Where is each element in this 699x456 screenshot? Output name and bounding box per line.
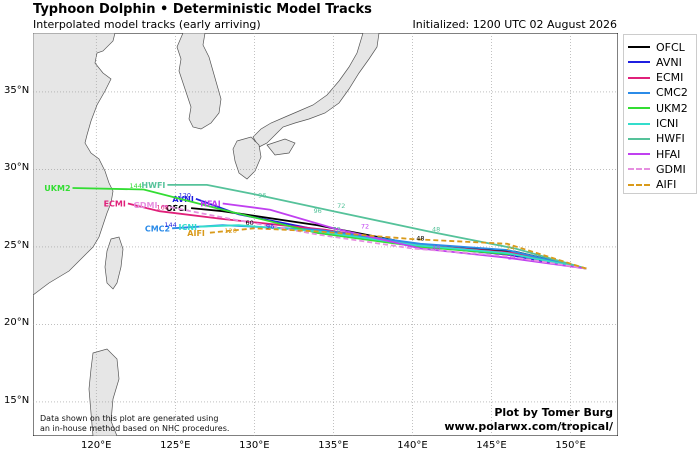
legend-label: UKM2 — [656, 101, 688, 115]
track-label-ukm2: UKM2 — [44, 184, 70, 193]
lon-tick-label: 140°E — [397, 440, 428, 451]
track-hwfi — [167, 183, 587, 270]
track-label-ofcl: OFCL — [166, 204, 189, 213]
legend-item: AVNI — [628, 53, 682, 71]
legend-label: HFAI — [656, 147, 681, 161]
forecast-hour-label: 120 — [179, 191, 191, 199]
forecast-hour-label: 72 — [337, 202, 345, 210]
legend-label: CMC2 — [656, 86, 688, 100]
credit-url: www.polarwx.com/tropical/ — [444, 420, 613, 433]
forecast-hour-label: 24 — [508, 253, 516, 261]
taiwan-land — [104, 236, 124, 290]
forecast-hour-label: 144 — [164, 221, 176, 229]
legend-label: AVNI — [656, 55, 682, 69]
legend: OFCL AVNI ECMI CMC2 UKM2 ICNI HWFI HFAI GDMI AIFI — [623, 34, 697, 194]
forecast-hour-label: 96 — [258, 191, 266, 199]
track-icni — [198, 224, 587, 270]
forecast-hour-label: 120 — [224, 227, 236, 235]
track-label-aifi: AIFI — [187, 229, 205, 238]
legend-label: GDMI — [656, 162, 686, 176]
track-map: OFCLAVNIECMICMC2UKM2ICNIHWFIHFAIGDMIAIFI… — [33, 33, 618, 436]
track-hfai — [222, 202, 587, 270]
legend-swatch — [628, 107, 650, 110]
forecast-hour-label: 72 — [361, 222, 369, 230]
chart-title: Typhoon Dolphin • Deterministic Model Tr… — [33, 2, 372, 17]
legend-item: ECMI — [628, 69, 683, 87]
forecast-hour-label: 48 — [432, 244, 440, 252]
track-label-icni: ICNI — [178, 223, 197, 232]
legend-item: CMC2 — [628, 84, 688, 102]
lat-tick-label: 15°N — [4, 394, 30, 406]
forecast-hour-label: 48 — [432, 225, 440, 233]
forecast-hour-label: 48 — [416, 235, 424, 243]
legend-item: OFCL — [628, 38, 685, 56]
track-label-hwfi: HWFI — [141, 181, 165, 190]
lon-tick-label: 150°E — [555, 440, 586, 451]
legend-swatch — [628, 122, 650, 125]
lat-tick-label: 25°N — [4, 239, 30, 251]
legend-item: HWFI — [628, 130, 685, 148]
japan-land — [252, 33, 380, 148]
legend-swatch — [628, 137, 650, 140]
legend-label: ECMI — [656, 71, 684, 85]
legend-swatch — [628, 168, 650, 171]
legend-item: AIFI — [628, 176, 676, 194]
lon-tick-label: 120°E — [81, 440, 112, 451]
lon-tick-label: 130°E — [239, 440, 270, 451]
kyushu-land — [232, 136, 262, 180]
legend-swatch — [628, 61, 650, 64]
track-label-ecmi: ECMI — [104, 200, 126, 209]
lon-tick-label: 125°E — [160, 440, 191, 451]
china-land — [33, 33, 116, 296]
legend-label: OFCL — [656, 40, 685, 54]
credit-name: Plot by Tomer Burg — [494, 406, 613, 419]
forecast-hour-label: 72 — [332, 225, 340, 233]
init-time: Initialized: 1200 UTC 02 August 2026 — [412, 18, 618, 31]
legend-label: AIFI — [656, 178, 677, 192]
legend-item: GDMI — [628, 160, 686, 178]
forecast-hour-label: 96 — [266, 222, 274, 230]
shikoku-land — [266, 138, 296, 156]
note-line-2: an in-house method based on NHC procedur… — [40, 424, 230, 433]
korea-land — [176, 33, 222, 130]
legend-swatch — [628, 183, 650, 186]
chart-subtitle: Interpolated model tracks (early arrivin… — [33, 18, 261, 31]
forecast-hour-label: 24 — [506, 244, 514, 252]
forecast-hour-label: 96 — [313, 207, 321, 215]
track-label-hfai: HFAI — [200, 200, 220, 209]
track-label-gdmi: GDMI — [133, 201, 157, 210]
lat-tick-label: 20°N — [4, 317, 30, 329]
lon-tick-label: 145°E — [476, 440, 507, 451]
legend-swatch — [628, 76, 650, 79]
land-masses — [33, 33, 380, 436]
forecast-hour-label: 168 — [156, 204, 168, 212]
lat-tick-label: 35°N — [4, 84, 30, 96]
legend-item: ICNI — [628, 115, 678, 133]
track-aifi — [206, 227, 587, 270]
track-gdmi — [159, 204, 587, 270]
note-line-1: Data shown on this plot are generated us… — [40, 414, 219, 423]
legend-swatch — [628, 153, 650, 156]
forecast-hour-label: 144 — [130, 182, 142, 190]
legend-swatch — [628, 91, 650, 94]
legend-swatch — [628, 46, 650, 48]
lat-tick-label: 30°N — [4, 162, 30, 174]
track-label-cmc2: CMC2 — [145, 224, 170, 233]
legend-item: UKM2 — [628, 99, 688, 117]
lon-tick-label: 135°E — [318, 440, 349, 451]
legend-label: HWFI — [656, 132, 685, 146]
legend-item: HFAI — [628, 145, 680, 163]
track-ecmi — [127, 202, 587, 270]
legend-label: ICNI — [656, 117, 679, 130]
forecast-hour-label: 60 — [245, 219, 253, 227]
